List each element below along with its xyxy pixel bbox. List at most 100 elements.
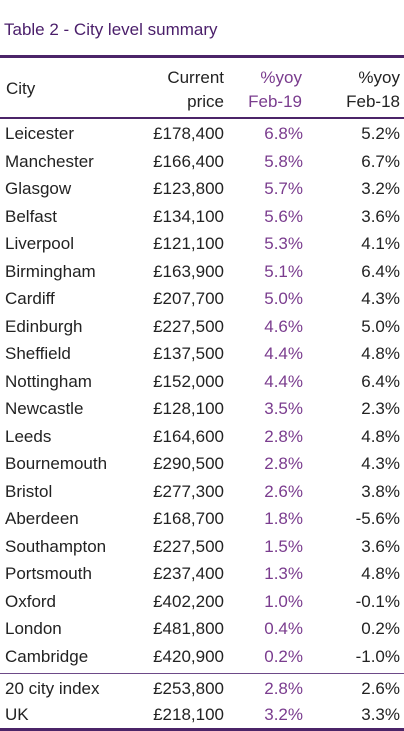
yoy-feb19-cell: 4.4%	[264, 344, 303, 363]
yoy-feb18-cell: 4.3%	[361, 289, 400, 308]
price-cell: £134,100	[153, 206, 224, 226]
city-cell: UK	[5, 705, 29, 724]
table-row: Edinburgh £227,500 4.6% 5.0%	[0, 313, 404, 341]
yoy-feb18-cell: 4.8%	[361, 564, 400, 583]
yoy-feb18-cell: 4.1%	[361, 234, 400, 253]
yoy-feb19-cell: 2.8%	[264, 426, 303, 446]
summary-rows: 20 city index £253,800 2.8% 2.6% UK £218,100 3…	[0, 676, 404, 728]
header-yoy19-line1: %yoy	[260, 68, 302, 87]
yoy-feb19-cell: 2.8%	[264, 454, 303, 473]
header-city: City	[6, 79, 36, 98]
yoy-feb19-cell: 3.5%	[264, 399, 303, 418]
city-cell: Bristol	[5, 481, 53, 501]
city-cell: Newcastle	[5, 399, 84, 418]
yoy-feb19-cell: 1.5%	[264, 536, 303, 556]
price-cell: £166,400	[153, 151, 224, 171]
price-cell: £164,600	[153, 426, 224, 446]
yoy-feb19-cell: 1.8%	[264, 509, 303, 528]
city-cell: Sheffield	[5, 344, 71, 363]
header-price-line1: Current	[167, 68, 224, 87]
top-rule	[0, 55, 404, 58]
header-price-line2: price	[187, 92, 224, 111]
price-cell: £290,500	[153, 454, 224, 473]
yoy-feb18-cell: 4.8%	[361, 426, 400, 446]
city-cell: Southampton	[5, 536, 107, 556]
yoy-feb19-cell: 2.8%	[264, 679, 303, 698]
price-cell: £237,400	[153, 564, 224, 583]
price-cell: £123,800	[153, 179, 224, 198]
table-row: Leicester £178,400 6.8% 5.2%	[0, 120, 404, 148]
price-cell: £218,100	[153, 705, 224, 724]
price-cell: £253,800	[153, 679, 224, 698]
price-cell: £128,100	[153, 399, 224, 418]
yoy-feb19-cell: 0.2%	[264, 646, 303, 666]
price-cell: £137,500	[153, 344, 224, 363]
city-cell: Cardiff	[5, 289, 55, 308]
yoy-feb19-cell: 6.8%	[264, 124, 303, 143]
table-row: 20 city index £253,800 2.8% 2.6%	[0, 676, 404, 702]
price-cell: £481,800	[153, 619, 224, 638]
yoy-feb18-cell: -0.1%	[355, 591, 400, 611]
yoy-feb19-cell: 5.8%	[264, 151, 303, 171]
summary-rule	[0, 673, 404, 674]
table-row: Oxford £402,200 1.0% -0.1%	[0, 588, 404, 616]
yoy-feb18-cell: 4.8%	[361, 344, 400, 363]
price-cell: £402,200	[153, 591, 224, 611]
table-row: Portsmouth £237,400 1.3% 4.8%	[0, 560, 404, 588]
yoy-feb18-cell: 2.6%	[361, 679, 400, 698]
table-row: Sheffield £137,500 4.4% 4.8%	[0, 340, 404, 368]
city-cell: Edinburgh	[5, 316, 83, 336]
city-cell: London	[5, 619, 62, 638]
yoy-feb18-cell: 3.6%	[361, 206, 400, 226]
table-row: Glasgow £123,800 5.7% 3.2%	[0, 175, 404, 203]
yoy-feb18-cell: 3.2%	[361, 179, 400, 198]
city-cell: 20 city index	[5, 679, 100, 698]
city-cell: Oxford	[5, 591, 57, 611]
yoy-feb18-cell: 3.6%	[361, 536, 400, 556]
table-title: Table 2 - City level summary	[4, 20, 218, 39]
table-row: Southampton £227,500 1.5% 3.6%	[0, 533, 404, 561]
yoy-feb18-cell: 3.8%	[361, 481, 400, 501]
city-cell: Birmingham	[5, 261, 96, 281]
yoy-feb19-cell: 5.6%	[264, 206, 303, 226]
city-cell: Nottingham	[5, 371, 92, 391]
yoy-feb19-cell: 5.0%	[264, 289, 303, 308]
yoy-feb18-cell: 0.2%	[361, 619, 400, 638]
yoy-feb19-cell: 2.6%	[264, 481, 303, 501]
header-yoy19-line2: Feb-19	[248, 92, 302, 111]
city-cell: Portsmouth	[5, 564, 92, 583]
yoy-feb18-cell: 3.3%	[361, 705, 400, 724]
city-cell: Bournemouth	[5, 454, 108, 473]
yoy-feb19-cell: 1.3%	[264, 564, 303, 583]
yoy-feb18-cell: 6.4%	[361, 371, 400, 391]
city-cell: Glasgow	[5, 179, 72, 198]
city-rows: Leicester £178,400 6.8% 5.2% Manchester £166,…	[0, 120, 404, 670]
price-cell: £227,500	[153, 316, 224, 336]
price-cell: £168,700	[153, 509, 224, 528]
yoy-feb18-cell: 4.3%	[361, 454, 400, 473]
price-cell: £227,500	[153, 536, 224, 556]
yoy-feb19-cell: 0.4%	[264, 619, 303, 638]
table-row: Leeds £164,600 2.8% 4.8%	[0, 423, 404, 451]
yoy-feb18-cell: 6.7%	[361, 151, 400, 171]
city-cell: Belfast	[5, 206, 57, 226]
bottom-rule	[0, 728, 404, 731]
city-cell: Aberdeen	[5, 509, 79, 528]
city-cell: Cambridge	[5, 646, 89, 666]
price-cell: £178,400	[153, 124, 224, 143]
table-row: Belfast £134,100 5.6% 3.6%	[0, 203, 404, 231]
price-cell: £420,900	[153, 646, 224, 666]
table-row: Manchester £166,400 5.8% 6.7%	[0, 148, 404, 176]
city-cell: Liverpool	[5, 234, 74, 253]
city-cell: Manchester	[5, 151, 94, 171]
table-row: UK £218,100 3.2% 3.3%	[0, 702, 404, 728]
table-row: Newcastle £128,100 3.5% 2.3%	[0, 395, 404, 423]
yoy-feb19-cell: 1.0%	[264, 591, 303, 611]
table-row: Nottingham £152,000 4.4% 6.4%	[0, 368, 404, 396]
yoy-feb19-cell: 4.6%	[264, 316, 303, 336]
price-cell: £163,900	[153, 261, 224, 281]
table-row: Cardiff £207,700 5.0% 4.3%	[0, 285, 404, 313]
yoy-feb19-cell: 5.1%	[264, 261, 303, 281]
table-row: Birmingham £163,900 5.1% 6.4%	[0, 258, 404, 286]
city-cell: Leeds	[5, 426, 52, 446]
